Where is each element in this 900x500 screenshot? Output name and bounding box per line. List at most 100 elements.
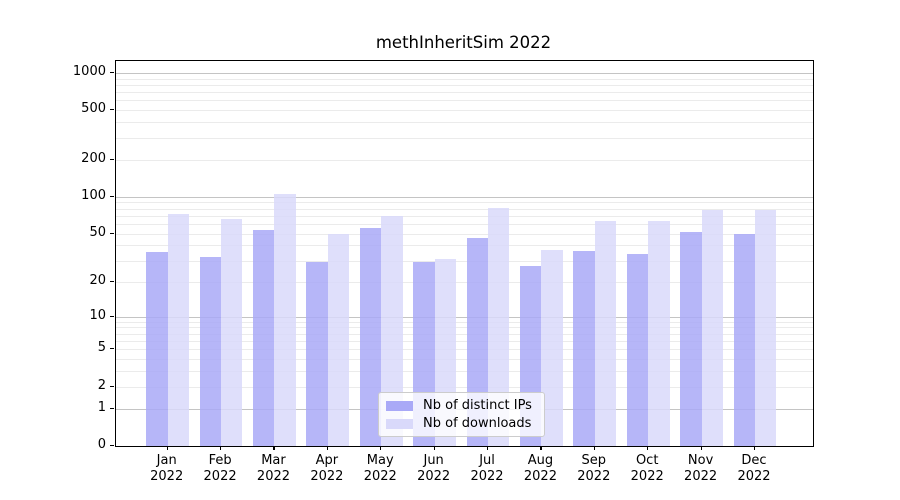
gridline-minor <box>116 321 813 323</box>
x-tick-label-oct: Oct 2022 <box>630 453 664 484</box>
gridline-minor <box>116 245 813 247</box>
gridline-minor <box>116 84 813 86</box>
legend-item-distinct-ips: Nb of distinct IPs <box>386 398 537 413</box>
gridline-minor <box>116 340 813 342</box>
x-tick-label-feb: Feb 2022 <box>203 453 237 484</box>
bar-downloads-jan <box>167 214 190 446</box>
y-tick-label: 0 <box>97 437 106 452</box>
x-tick-label-apr: Apr 2022 <box>310 453 344 484</box>
gridline-minor <box>116 233 813 235</box>
x-tick <box>273 446 275 450</box>
gridline-minor <box>116 215 813 217</box>
y-tick-label: 5 <box>97 340 106 356</box>
gridline-major <box>116 316 813 318</box>
y-tick-label: 10 <box>89 307 106 323</box>
gridline-minor <box>116 281 813 283</box>
bars-layer <box>116 61 813 446</box>
bar-distinct-ips-feb <box>199 257 222 446</box>
x-tick-label-aug: Aug 2022 <box>523 453 557 484</box>
bar-distinct-ips-sep <box>573 251 595 446</box>
legend-swatch-downloads <box>386 418 413 429</box>
gridline-minor <box>116 208 813 210</box>
gridline-minor <box>116 260 813 262</box>
gridline-minor <box>116 92 813 94</box>
gridline-minor <box>116 137 813 139</box>
x-tick-label-jul: Jul 2022 <box>470 453 504 484</box>
gridline-minor <box>116 224 813 225</box>
legend-label-downloads: Nb of downloads <box>423 416 532 431</box>
bar-downloads-oct <box>648 221 670 446</box>
gridline-minor <box>116 110 813 112</box>
x-tick <box>433 446 435 450</box>
bar-distinct-ips-mar <box>253 229 275 446</box>
chart-title: methInheritSim 2022 <box>375 33 552 52</box>
x-tick-label-jun: Jun 2022 <box>417 453 451 484</box>
gridline-minor <box>116 371 813 373</box>
x-tick <box>220 446 222 450</box>
x-tick <box>647 446 649 450</box>
y-tick <box>110 315 114 317</box>
legend: Nb of distinct IPs Nb of downloads <box>378 392 545 437</box>
x-tick-label-may: May 2022 <box>363 453 397 484</box>
y-tick-label: 2 <box>97 377 106 393</box>
bar-downloads-may <box>381 215 403 446</box>
gridline-minor <box>116 386 813 388</box>
x-tick-label-sep: Sep 2022 <box>577 453 611 484</box>
gridline-minor <box>116 202 813 204</box>
gridline-major <box>116 72 813 74</box>
legend-swatch-distinct-ips <box>386 400 413 411</box>
gridline-minor <box>116 359 813 361</box>
y-tick <box>110 109 114 111</box>
x-tick <box>593 446 595 450</box>
gridline-minor <box>116 122 813 124</box>
y-tick <box>110 407 114 409</box>
x-tick-label-jan: Jan 2022 <box>150 453 184 484</box>
x-tick <box>326 446 329 450</box>
x-tick <box>700 446 702 450</box>
gridline-minor <box>116 159 813 161</box>
bar-downloads-feb <box>221 218 243 446</box>
y-tick <box>110 195 114 197</box>
y-tick-label: 1 <box>97 399 106 415</box>
gridline-minor <box>116 349 813 351</box>
bar-downloads-sep <box>594 220 617 446</box>
bar-distinct-ips-jan <box>146 252 168 446</box>
x-tick-label-mar: Mar 2022 <box>256 453 291 484</box>
y-tick <box>110 280 114 282</box>
gridline-minor <box>116 327 813 329</box>
bar-downloads-dec <box>754 210 777 446</box>
bar-distinct-ips-apr <box>306 262 328 446</box>
gridline-minor <box>116 333 813 335</box>
bar-distinct-ips-nov <box>680 231 702 446</box>
gridline-minor <box>116 100 813 102</box>
gridlines-layer <box>116 61 813 446</box>
bar-distinct-ips-oct <box>626 254 649 446</box>
bar-distinct-ips-dec <box>733 233 755 446</box>
bar-downloads-mar <box>274 194 296 446</box>
bar-downloads-jul <box>488 208 510 446</box>
y-tick <box>110 71 114 74</box>
bar-downloads-apr <box>327 233 350 446</box>
y-tick-label: 100 <box>81 187 106 203</box>
y-tick <box>110 232 114 234</box>
gridline-major <box>116 196 813 198</box>
legend-label-distinct-ips: Nb of distinct IPs <box>423 398 532 413</box>
x-tick <box>753 446 756 450</box>
y-tick-label: 50 <box>89 224 106 240</box>
bar-distinct-ips-may <box>359 227 382 446</box>
gridline-minor <box>116 78 813 80</box>
y-tick <box>110 158 114 160</box>
x-tick-label-nov: Nov 2022 <box>684 453 718 484</box>
x-tick <box>540 446 542 450</box>
x-tick <box>380 446 382 450</box>
y-tick-label: 1000 <box>72 63 106 79</box>
bar-downloads-aug <box>541 249 563 446</box>
bar-downloads-nov <box>701 210 723 446</box>
x-tick <box>166 446 168 450</box>
y-tick <box>110 348 114 350</box>
y-tick-label: 20 <box>89 272 106 288</box>
x-tick-label-dec: Dec 2022 <box>737 453 771 484</box>
y-tick-label: 500 <box>81 101 106 117</box>
y-tick <box>110 445 114 447</box>
